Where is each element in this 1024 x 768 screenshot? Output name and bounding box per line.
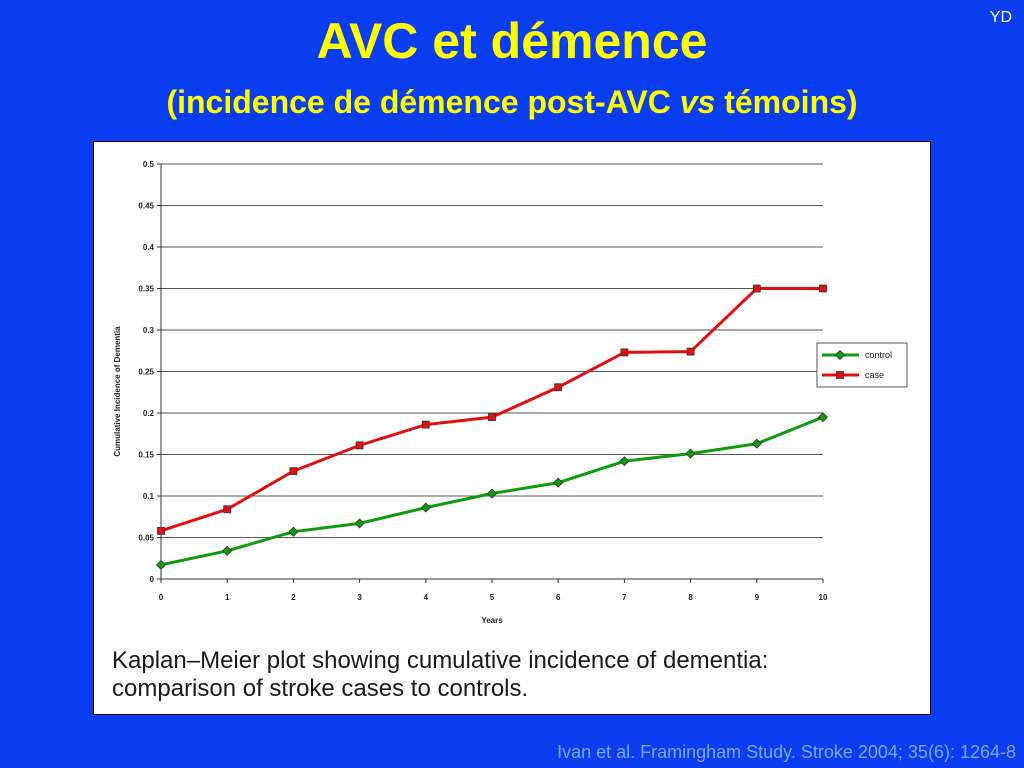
y-tick-label: 0.2 bbox=[143, 409, 155, 418]
y-tick-label: 0.05 bbox=[138, 534, 154, 543]
x-tick-label: 2 bbox=[291, 593, 296, 602]
y-tick-label: 0.5 bbox=[143, 160, 155, 169]
data-point-case bbox=[157, 526, 165, 535]
data-point-control bbox=[553, 477, 564, 488]
data-point-control bbox=[685, 448, 696, 459]
subtitle-text-italic: vs bbox=[679, 84, 716, 120]
data-point-case bbox=[819, 284, 827, 293]
x-tick-label: 10 bbox=[819, 593, 828, 602]
subtitle-text-after: témoins) bbox=[715, 84, 858, 120]
y-axis-title: Cumulative Incidence of Dementia bbox=[113, 326, 122, 457]
data-point-case bbox=[488, 413, 496, 422]
citation: Ivan et al. Framingham Study. Stroke 200… bbox=[557, 742, 1016, 762]
kaplan-meier-chart: 0 0.05 0.1 0.15 0.2 0.25 0.3 0.35 0.4 0.45 0.5 0 1 2 3… bbox=[113, 160, 908, 625]
corner-label: YD bbox=[989, 9, 1012, 26]
legend-label-control: control bbox=[865, 350, 892, 360]
figure-caption: Kaplan–Meier plot showing cumulative inc… bbox=[112, 647, 912, 703]
y-tick-label: 0.25 bbox=[138, 368, 154, 377]
x-tick-label: 4 bbox=[424, 593, 429, 602]
x-tick-label: 7 bbox=[622, 593, 627, 602]
caption-line-2: comparison of stroke cases to controls. bbox=[112, 675, 529, 702]
legend-marker-case bbox=[836, 371, 844, 379]
slide-subtitle: (incidence de démence post-AVC vs témoin… bbox=[0, 80, 1024, 124]
data-point-case bbox=[620, 348, 629, 357]
y-tick-label: 0.35 bbox=[138, 285, 154, 294]
data-point-control bbox=[751, 438, 762, 449]
x-tick-label: 1 bbox=[225, 593, 230, 602]
data-point-case bbox=[421, 420, 430, 429]
data-point-control bbox=[817, 412, 829, 423]
y-tick-label: 0.45 bbox=[138, 202, 154, 211]
data-point-case bbox=[752, 284, 761, 293]
data-point-control bbox=[354, 518, 365, 529]
data-point-control bbox=[155, 559, 167, 570]
caption-line-1: Kaplan–Meier plot showing cumulative inc… bbox=[112, 647, 769, 674]
data-point-control bbox=[486, 488, 498, 499]
x-tick-label: 8 bbox=[688, 593, 693, 602]
y-tick-label: 0.3 bbox=[143, 326, 155, 335]
y-tick-label: 0.4 bbox=[143, 243, 155, 252]
data-point-control bbox=[222, 545, 233, 556]
data-point-case bbox=[223, 505, 232, 514]
data-point-control bbox=[420, 502, 431, 513]
y-tick-label: 0.1 bbox=[143, 492, 155, 501]
x-tick-label: 3 bbox=[357, 593, 362, 602]
chart-figure: 0 0.05 0.1 0.15 0.2 0.25 0.3 0.35 0.4 0.45 0.5 0 1 2 3… bbox=[93, 141, 931, 715]
x-tick-label: 6 bbox=[556, 593, 561, 602]
y-tick-label: 0.15 bbox=[138, 451, 154, 460]
data-point-case bbox=[554, 383, 563, 392]
subtitle-text-before: (incidence de démence post-AVC bbox=[166, 84, 680, 120]
data-point-case bbox=[355, 441, 364, 450]
legend-label-case: case bbox=[865, 370, 884, 380]
y-tick-label: 0 bbox=[150, 575, 155, 584]
legend-box bbox=[816, 342, 908, 388]
legend-marker-control bbox=[834, 349, 846, 361]
data-point-control bbox=[619, 456, 630, 467]
x-axis-title: Years bbox=[481, 616, 503, 625]
data-point-case bbox=[686, 347, 695, 356]
data-point-case bbox=[289, 467, 298, 476]
x-tick-label: 5 bbox=[490, 593, 495, 602]
x-tick-label: 9 bbox=[755, 593, 760, 602]
slide-title: AVC et démence bbox=[316, 13, 708, 69]
x-tick-label: 0 bbox=[159, 593, 164, 602]
data-point-control bbox=[288, 526, 299, 537]
